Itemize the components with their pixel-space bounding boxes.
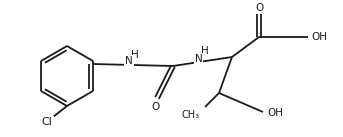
Text: H: H <box>201 46 209 56</box>
Text: N: N <box>125 56 133 66</box>
Text: OH: OH <box>267 108 283 118</box>
Text: Cl: Cl <box>42 117 52 127</box>
Text: H: H <box>131 50 139 60</box>
Text: N: N <box>194 55 202 65</box>
Text: O: O <box>151 102 159 112</box>
Text: O: O <box>255 3 263 13</box>
Text: OH: OH <box>311 32 327 42</box>
Text: CH₃: CH₃ <box>182 110 200 120</box>
